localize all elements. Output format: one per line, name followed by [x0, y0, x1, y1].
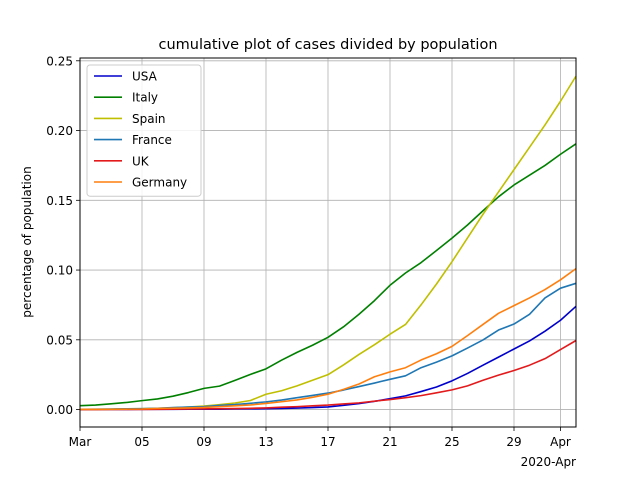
- grid-lines: [79, 58, 576, 427]
- axis-ticks: Mar 05 09 13 17 21 25 29 Apr 0.00 0.05 0.10 0.15 0.20…: [46, 54, 571, 449]
- x-tick-label: Mar: [69, 435, 92, 449]
- legend-label-uk: UK: [132, 154, 150, 168]
- legend-label-germany: Germany: [132, 176, 187, 190]
- y-tick-label: 0.15: [46, 194, 73, 208]
- y-axis-label: percentage of population: [20, 166, 34, 317]
- y-tick-label: 0.25: [46, 54, 73, 68]
- legend: USA Italy Spain France UK Germany: [86, 64, 202, 197]
- legend-label-france: France: [132, 133, 172, 147]
- legend-label-usa: USA: [132, 70, 158, 84]
- legend-label-spain: Spain: [132, 112, 166, 126]
- y-tick-label: 0.00: [46, 403, 73, 417]
- legend-label-italy: Italy: [132, 91, 158, 105]
- x-tick-label: 25: [444, 435, 459, 449]
- x-axis-offset-label: 2020-Apr: [521, 455, 576, 469]
- series-lines: [79, 75, 577, 411]
- series-line-italy: [79, 143, 577, 407]
- chart-title: cumulative plot of cases divided by popu…: [158, 37, 497, 53]
- x-tick-label: Apr: [550, 435, 571, 449]
- y-tick-label: 0.20: [46, 124, 73, 138]
- y-tick-label: 0.05: [46, 333, 73, 347]
- x-tick-label: 05: [134, 435, 149, 449]
- x-tick-label: 13: [258, 435, 273, 449]
- series-line-germany: [80, 268, 577, 411]
- x-tick-label: 17: [320, 435, 335, 449]
- series-line-uk: [80, 339, 577, 411]
- x-tick-label: 09: [196, 435, 211, 449]
- x-tick-label: 29: [506, 435, 521, 449]
- x-tick-label: 21: [382, 435, 397, 449]
- y-tick-label: 0.10: [46, 264, 73, 278]
